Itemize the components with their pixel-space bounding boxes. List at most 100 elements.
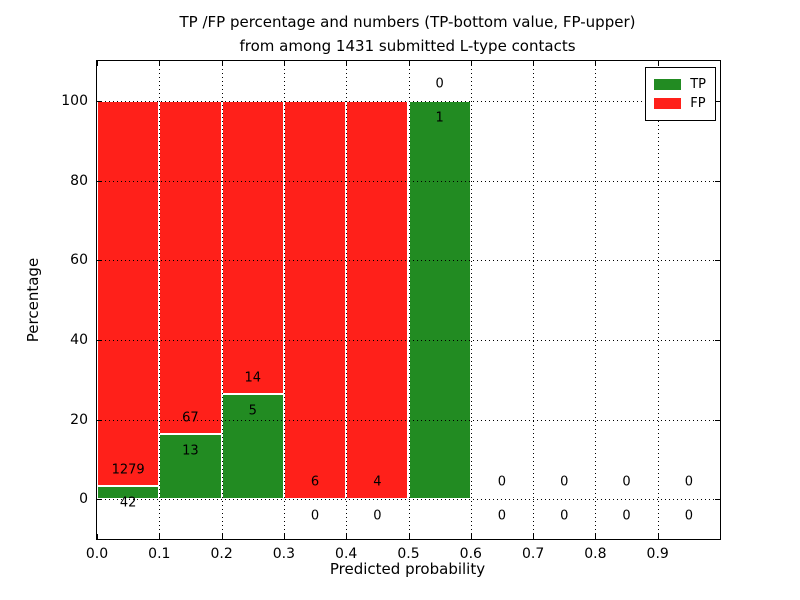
x-tick-label-0.3: 0.3 [272, 546, 296, 562]
x-tick-top-0.4 [346, 61, 348, 66]
x-tick-top-0.5 [408, 61, 410, 66]
bar-segment-tp-bin1 [159, 434, 222, 500]
x-tick-bottom-0.6 [470, 534, 472, 539]
y-tick-label-40: 40 [70, 331, 88, 348]
tp-count-bin8: 0 [622, 508, 631, 524]
tp-count-bin1: 13 [182, 443, 199, 459]
y-axis-label: Percentage [24, 257, 42, 343]
x-tick-bottom-0.2 [221, 534, 223, 539]
x-tick-label-0.0: 0.0 [85, 546, 109, 562]
y-tick-label-20: 20 [70, 411, 88, 428]
tp-count-bin7: 0 [560, 508, 569, 524]
tp-color-swatch [654, 79, 682, 90]
x-tick-top-0.9 [657, 61, 659, 66]
bar-segment-tp-bin2 [221, 394, 284, 500]
x-tick-top-0.1 [159, 61, 161, 66]
gridline-x-0.2 [221, 61, 223, 539]
x-tick-bottom-0 [97, 534, 98, 539]
tp-count-bin6: 0 [497, 508, 507, 524]
gridline-x-0.5 [408, 61, 410, 539]
bar-segment-fp-bin2 [221, 100, 284, 395]
y-tick-left-60 [97, 260, 102, 262]
x-tick-top-0.8 [595, 61, 597, 66]
bar-segment-tp-bin0 [97, 486, 160, 500]
gridline-x-0.9 [657, 61, 659, 539]
legend-label-tp: TP [690, 77, 706, 92]
x-tick-label-0.2: 0.2 [210, 546, 233, 562]
bar-segment-tp-bin5 [408, 100, 471, 500]
y-tick-label-80: 80 [70, 172, 88, 189]
tp-count-bin0: 42 [119, 495, 137, 511]
legend-label-fp: FP [690, 96, 706, 111]
fp-count-bin8: 0 [622, 474, 631, 490]
y-tick-left-20 [97, 419, 102, 421]
fp-count-bin4: 4 [373, 474, 382, 490]
x-tick-top-0 [97, 61, 98, 66]
y-tick-left-100 [97, 100, 102, 102]
y-tick-label-60: 60 [70, 252, 88, 269]
x-tick-bottom-0.5 [408, 534, 410, 539]
y-tick-right-40 [715, 339, 720, 341]
y-tick-left-0 [97, 499, 102, 501]
fp-count-bin3: 6 [310, 474, 320, 490]
bar-segment-fp-bin0 [97, 100, 160, 487]
fp-count-bin5: 0 [435, 76, 444, 92]
x-tick-label-0.4: 0.4 [335, 546, 358, 562]
legend-entry-tp: TP [654, 76, 706, 93]
x-tick-bottom-0.4 [346, 534, 348, 539]
gridline-x-0.4 [346, 61, 348, 539]
x-tick-bottom-0.9 [657, 534, 659, 539]
fp-count-bin1: 67 [182, 410, 199, 425]
x-tick-top-0.2 [221, 61, 223, 66]
x-tick-label-0.1: 0.1 [148, 546, 171, 562]
legend-entry-fp: FP [654, 95, 706, 112]
x-tick-label-0.8: 0.8 [584, 546, 607, 562]
bar-segment-fp-bin3 [283, 100, 347, 500]
tp-count-bin4: 0 [373, 508, 382, 524]
y-tick-label-100: 100 [61, 92, 88, 109]
y-tick-right-60 [715, 260, 720, 262]
tp-count-bin2: 5 [248, 403, 257, 419]
fp-count-bin7: 0 [560, 474, 569, 490]
chart-title-line2: from among 1431 submitted L-type contact… [239, 37, 576, 55]
x-tick-label-0.9: 0.9 [646, 546, 669, 562]
x-tick-label-0.7: 0.7 [521, 546, 545, 562]
x-tick-bottom-0.1 [159, 534, 161, 539]
chart-title-line1: TP /FP percentage and numbers (TP-bottom… [179, 13, 636, 31]
x-axis-label: Predicted probability [329, 560, 486, 578]
y-tick-label-0: 0 [79, 491, 88, 508]
gridline-x-0.8 [595, 61, 597, 539]
fp-count-bin0: 1279 [111, 462, 145, 478]
tp-count-bin3: 0 [310, 508, 320, 524]
tp-count-bin5: 1 [435, 110, 444, 126]
gridline-x-0.1 [159, 61, 161, 539]
y-tick-right-100 [715, 100, 720, 102]
gridline-x-0.3 [283, 61, 285, 539]
bar-segment-fp-bin4 [346, 100, 409, 500]
gridline-x-0.6 [470, 61, 472, 539]
y-tick-right-80 [715, 180, 720, 182]
x-tick-top-0.7 [533, 61, 535, 66]
x-tick-bottom-0.3 [283, 534, 285, 539]
fp-count-bin9: 0 [684, 474, 693, 490]
x-tick-label-0.5: 0.5 [397, 546, 420, 562]
fp-count-bin2: 14 [244, 370, 262, 386]
tp-count-bin9: 0 [684, 508, 693, 524]
bar-segment-fp-bin1 [159, 100, 222, 435]
x-tick-top-0.3 [283, 61, 285, 66]
x-tick-bottom-0.7 [533, 534, 535, 539]
y-tick-left-80 [97, 180, 102, 182]
x-tick-top-0.6 [470, 61, 472, 66]
y-tick-left-40 [97, 339, 102, 341]
plot-area: TP FP 0.0 0.1 0.2 0.3 0.4 0.5 0.6 0.7 0.8 0.9 0 20 4… [61, 60, 721, 562]
legend: TP FP [645, 67, 716, 121]
x-tick-label-0.6: 0.6 [459, 546, 482, 562]
y-tick-right-20 [715, 419, 720, 421]
y-tick-right-0 [715, 499, 720, 501]
gridline-x-0.7 [533, 61, 535, 539]
fp-count-bin6: 0 [497, 474, 507, 490]
fp-color-swatch [654, 98, 682, 109]
chart-title: TP /FP percentage and numbers (TP-bottom… [96, 10, 719, 58]
x-tick-bottom-0.8 [595, 534, 597, 539]
